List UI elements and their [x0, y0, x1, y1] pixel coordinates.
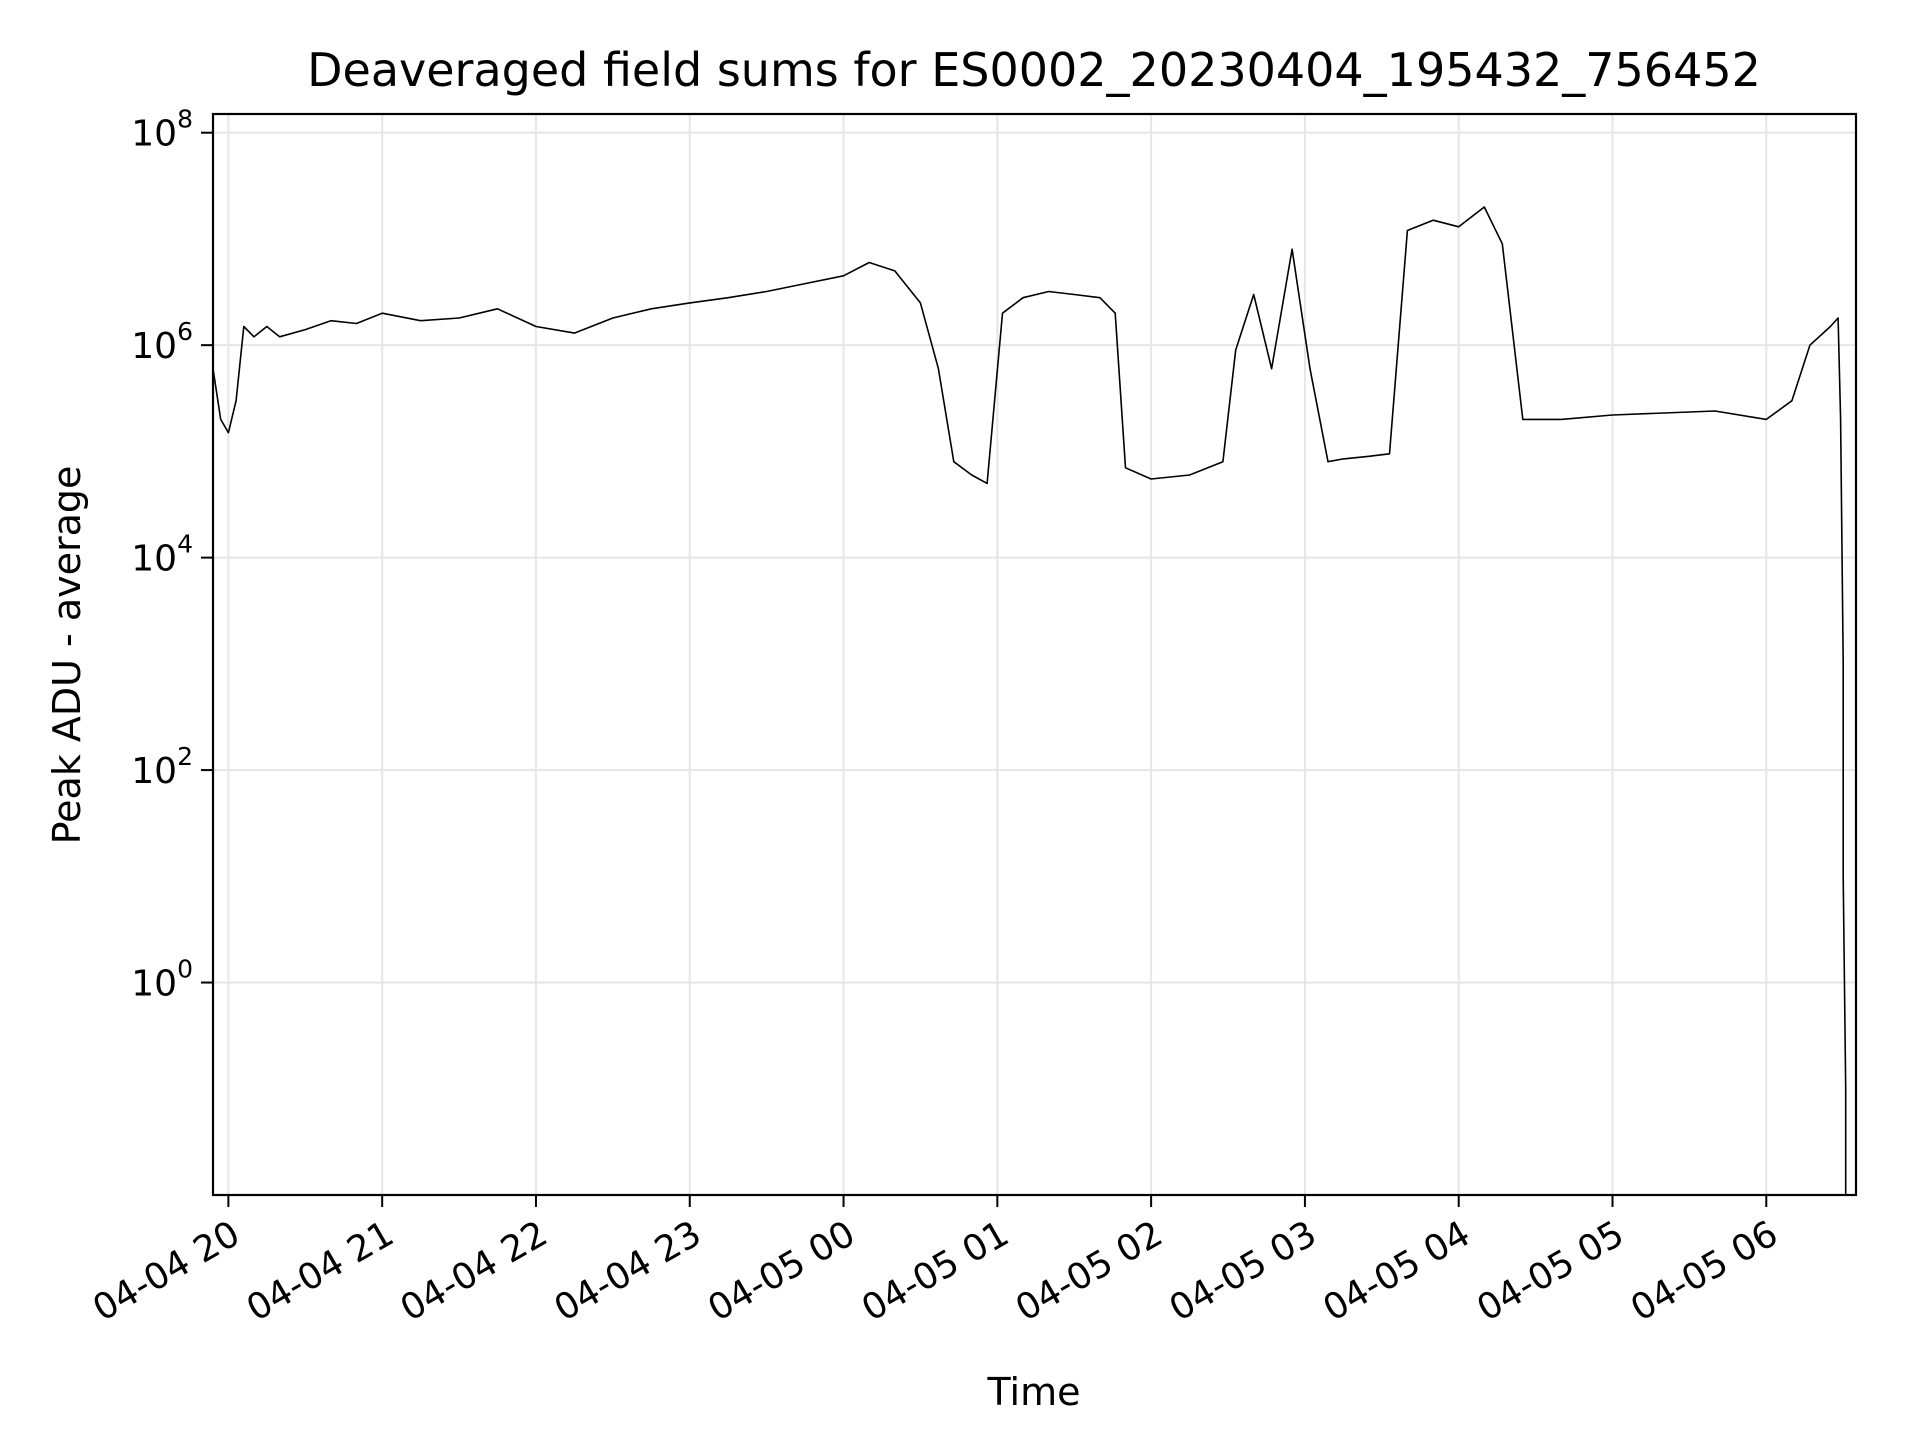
- chart-title: Deaveraged field sums for ES0002_2023040…: [307, 43, 1761, 97]
- y-tick-label: 106: [131, 317, 193, 367]
- plot-frame: [211, 112, 1858, 1197]
- y-tick-label: 108: [131, 105, 193, 155]
- grid-lines: [213, 114, 1856, 1195]
- y-axis-label: Peak ADU - average: [45, 466, 89, 845]
- y-axis-ticks: 100 102 104 106 108: [131, 105, 213, 1005]
- x-axis-label: Time: [987, 1370, 1081, 1414]
- y-tick-label: 104: [131, 530, 193, 580]
- y-tick-label: 102: [131, 742, 193, 792]
- data-line-layer: [212, 206, 1847, 1195]
- series-line-1: [212, 206, 1847, 1195]
- y-tick-label: 100: [131, 955, 193, 1005]
